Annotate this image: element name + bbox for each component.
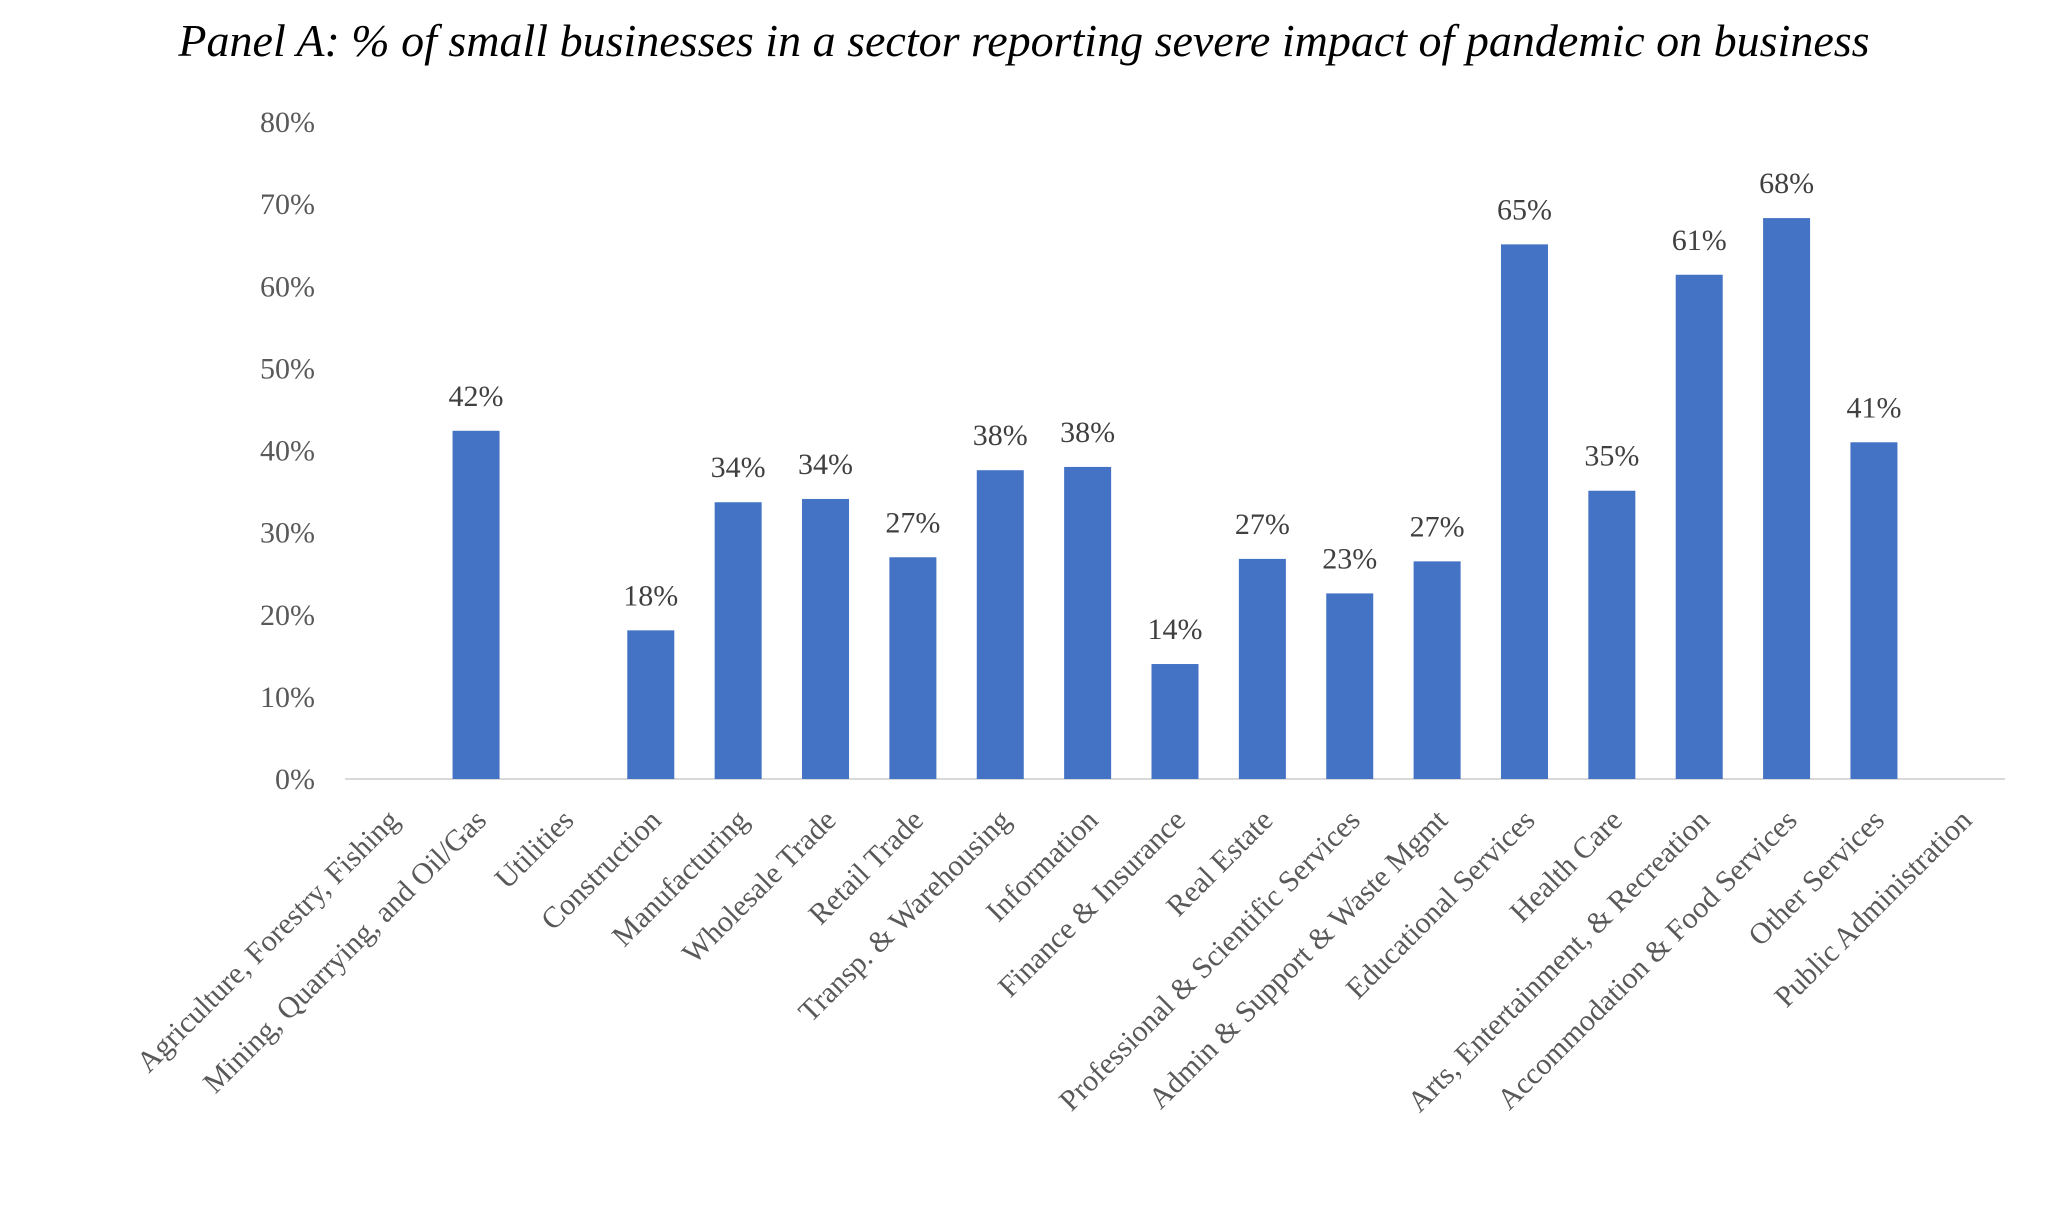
bar [1588, 490, 1636, 779]
data-label: 35% [1584, 440, 1639, 473]
bar [1238, 558, 1286, 779]
bar [1850, 442, 1898, 779]
y-tick-label: 20% [260, 599, 315, 632]
bar [976, 470, 1024, 779]
data-label: 23% [1322, 542, 1377, 575]
bar [1500, 244, 1548, 779]
y-tick-label: 60% [260, 270, 315, 303]
data-label: 18% [623, 579, 678, 612]
bar [1064, 466, 1112, 779]
bar [889, 557, 937, 779]
data-label: 34% [711, 451, 766, 484]
data-label: 41% [1846, 391, 1901, 424]
data-label: 27% [885, 506, 940, 539]
chart-title: Panel A: % of small businesses in a sect… [178, 15, 1870, 66]
y-axis: 0% 10% 20% 30% 40% 50% 60% 70% 80% [260, 106, 315, 796]
y-tick-label: 0% [275, 763, 315, 796]
y-tick-label: 50% [260, 352, 315, 385]
data-label: 27% [1235, 508, 1290, 541]
data-label: 68% [1759, 167, 1814, 200]
data-label: 34% [798, 448, 853, 481]
bar [452, 430, 500, 779]
bar [627, 630, 675, 779]
y-tick-label: 30% [260, 517, 315, 550]
bar [1675, 274, 1723, 779]
y-tick-label: 10% [260, 681, 315, 714]
bar [1326, 593, 1374, 779]
data-labels: 42% 18% 34% 34% 27% 38% 38% 14% 27% 23% 27% 65% 35% 6… [449, 167, 1902, 646]
bars [452, 218, 1898, 779]
y-tick-label: 80% [260, 106, 315, 139]
bar [802, 498, 850, 779]
data-label: 38% [1060, 416, 1115, 449]
bar [1763, 218, 1811, 779]
bar [1413, 561, 1461, 779]
data-label: 61% [1672, 224, 1727, 257]
data-label: 65% [1497, 193, 1552, 226]
y-tick-label: 70% [260, 188, 315, 221]
bar [1151, 664, 1199, 779]
data-label: 42% [449, 380, 504, 413]
data-label: 27% [1410, 510, 1465, 543]
x-tick-label: Wholesale Trade [676, 804, 843, 971]
y-tick-label: 40% [260, 435, 315, 468]
bar [714, 502, 762, 779]
data-label: 14% [1148, 613, 1203, 646]
data-label: 38% [973, 419, 1028, 452]
